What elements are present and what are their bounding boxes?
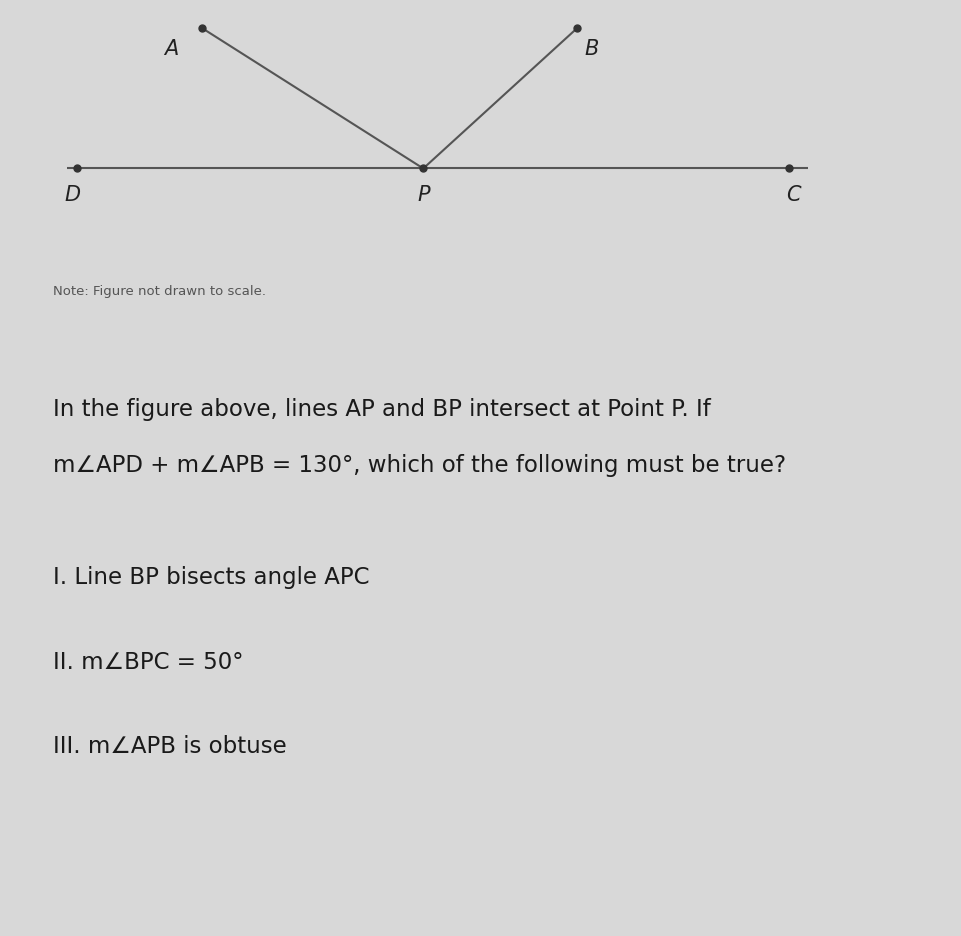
Text: I. Line BP bisects angle APC: I. Line BP bisects angle APC <box>53 566 369 590</box>
Text: m∠APD + m∠APB = 130°, which of the following must be true?: m∠APD + m∠APB = 130°, which of the follo… <box>53 454 785 477</box>
Text: D: D <box>64 185 80 205</box>
Text: A: A <box>163 39 178 59</box>
Text: III. m∠APB is obtuse: III. m∠APB is obtuse <box>53 735 286 758</box>
Text: P: P <box>416 185 430 205</box>
Text: In the figure above, lines AP and BP intersect at Point P. If: In the figure above, lines AP and BP int… <box>53 398 710 421</box>
Text: Note: Figure not drawn to scale.: Note: Figure not drawn to scale. <box>53 285 265 299</box>
Text: B: B <box>584 39 599 59</box>
Text: C: C <box>785 185 801 205</box>
Text: II. m∠BPC = 50°: II. m∠BPC = 50° <box>53 651 243 674</box>
